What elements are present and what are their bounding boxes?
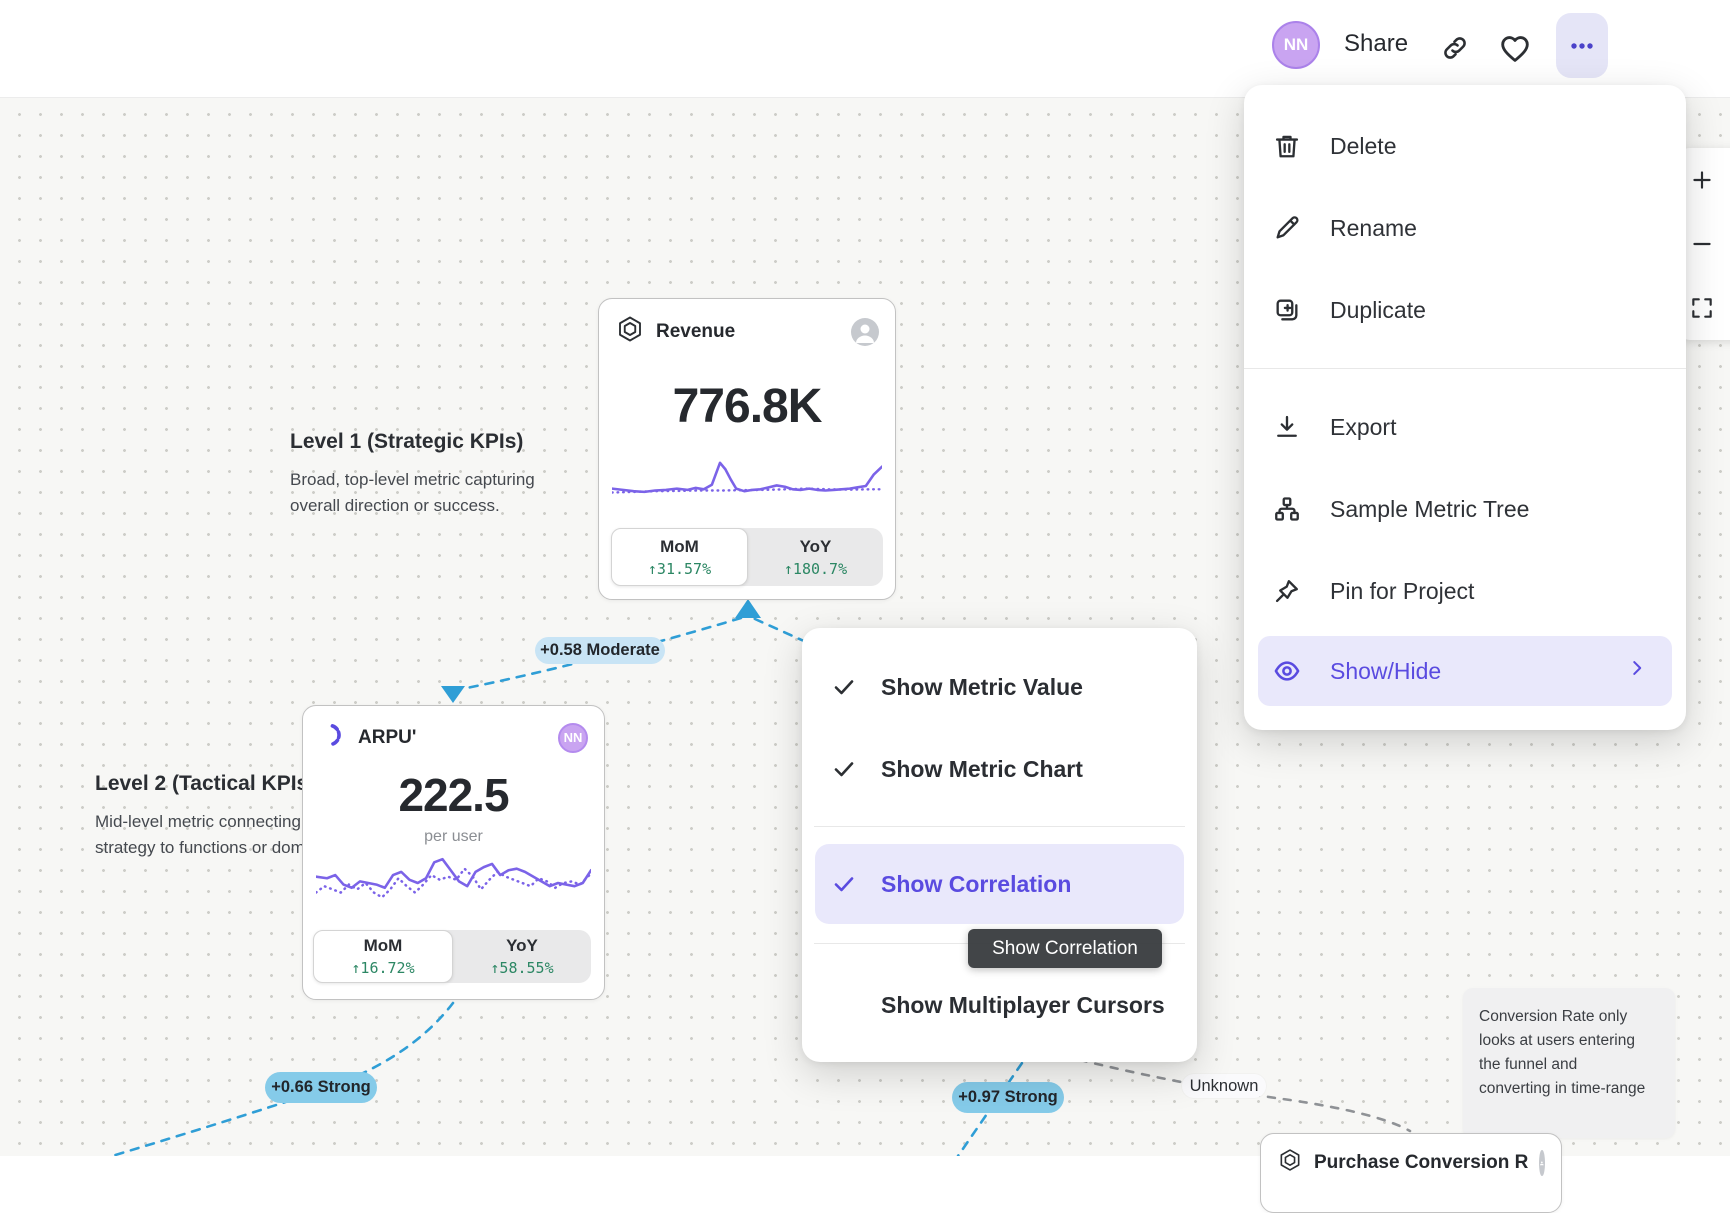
chevron-right-icon [1626,657,1648,685]
menu-label-rename: Rename [1330,214,1417,241]
submenu-item-show-metric-value[interactable]: Show Metric Value [802,646,1197,728]
menu-label-delete: Delete [1330,132,1397,159]
arpu-value: 222.5 [398,769,509,821]
submenu-label-show-multiplayer-cursors: Show Multiplayer Cursors [881,991,1165,1018]
topbar: NN Share [0,0,1730,98]
revenue-yoy-value: ↑180.7% [783,559,848,578]
check-icon [832,675,856,699]
menu-item-delete[interactable]: Delete [1244,105,1686,187]
arpu-card-title: ARPU' [358,726,417,748]
menu-item-show-hide[interactable]: Show/Hide [1258,636,1672,706]
user-avatar[interactable]: NN [1272,21,1320,69]
level1-body: Broad, top-level metric capturing overal… [290,470,535,515]
correlation-badge-moderate[interactable]: +0.58 Moderate [535,637,665,664]
fit-view-button[interactable] [1689,295,1715,321]
arpu-yoy-label: YoY [506,936,538,955]
arpu-mom-label: MoM [363,936,403,955]
zoom-out-button[interactable] [1689,231,1715,257]
revenue-period-toggle: MoM ↑31.57% YoY ↑180.7% [611,528,883,586]
copy-link-button[interactable] [1440,33,1470,63]
annotation-level2: Level 2 (Tactical KPIs Mid-level metric … [95,772,335,860]
level2-body: Mid-level metric connecting strategy to … [95,812,315,857]
person-avatar-icon [1539,1149,1545,1176]
check-icon [832,757,856,781]
show-hide-submenu: Show Metric Value Show Metric Chart Show… [802,628,1197,1062]
arpu-toggle-mom[interactable]: MoM ↑16.72% [313,930,453,983]
menu-item-duplicate[interactable]: Duplicate [1244,269,1686,351]
purchase-card-header: Purchase Conversion R [1261,1134,1561,1178]
level2-title: Level 2 (Tactical KPIs [95,772,309,795]
person-avatar-icon [851,317,879,346]
canvas-note[interactable]: Conversion Rate only looks at users ente… [1463,988,1675,1138]
submenu-item-show-multiplayer-cursors[interactable]: Show Multiplayer Cursors [802,964,1197,1046]
zoom-in-button[interactable] [1689,167,1715,193]
hexagon-metric-icon [615,314,645,349]
metric-card-purchase-conversion[interactable]: Purchase Conversion R [1260,1133,1562,1213]
correlation-badge-strong-1[interactable]: +0.66 Strong [265,1072,377,1103]
menu-item-export[interactable]: Export [1244,386,1686,468]
eye-icon [1272,656,1302,686]
menu-label-duplicate: Duplicate [1330,296,1426,323]
download-icon [1272,412,1302,442]
revenue-toggle-yoy[interactable]: YoY ↑180.7% [748,528,883,586]
arpu-mom-value: ↑16.72% [351,959,415,977]
revenue-yoy-label: YoY [799,536,832,556]
revenue-mom-label: MoM [660,536,699,556]
revenue-mom-value: ↑31.57% [647,559,712,578]
show-correlation-tooltip: Show Correlation [968,929,1162,968]
annotation-level1: Level 1 (Strategic KPIs) Broad, top-leve… [290,430,570,518]
menu-divider [1244,368,1686,369]
menu-item-pin-for-project[interactable]: Pin for Project [1244,550,1686,632]
submenu-label-show-metric-value: Show Metric Value [881,673,1083,700]
arpu-card-header: ARPU' NN [303,706,604,754]
correlation-badge-strong-2[interactable]: +0.97 Strong [952,1082,1064,1113]
menu-label-sample-metric-tree: Sample Metric Tree [1330,495,1530,522]
share-button[interactable]: Share [1344,30,1409,57]
revenue-value: 776.8K [672,380,823,433]
submenu-item-show-correlation[interactable]: Show Correlation [815,844,1184,924]
pin-icon [1272,576,1302,606]
arpu-yoy-value: ↑58.55% [490,959,554,977]
heart-icon [1501,36,1529,62]
submenu-divider [814,826,1185,827]
revenue-sparkline [612,451,882,503]
level1-title: Level 1 (Strategic KPIs) [290,430,524,453]
purchase-card-title: Purchase Conversion R [1314,1151,1529,1173]
nn-avatar-small: NN [558,722,588,753]
arpu-period-toggle: MoM ↑16.72% YoY ↑58.55% [313,930,591,983]
correlation-badge-unknown[interactable]: Unknown [1182,1074,1266,1098]
arpu-sparkline [316,851,591,915]
arpu-unit: per user [424,828,483,845]
menu-item-rename[interactable]: Rename [1244,187,1686,269]
link-icon [1444,37,1466,59]
duplicate-icon [1272,295,1302,325]
crescent-metric-icon [319,721,347,754]
favorite-button[interactable] [1496,29,1534,67]
submenu-label-show-metric-chart: Show Metric Chart [881,755,1083,782]
trash-icon [1272,131,1302,161]
metric-card-arpu[interactable]: ARPU' NN 222.5 per user MoM ↑16.72% YoY … [302,705,605,1000]
pencil-icon [1272,213,1302,243]
menu-label-export: Export [1330,413,1397,440]
context-menu: Delete Rename Duplicate Export Sample Me… [1244,85,1686,730]
arpu-toggle-yoy[interactable]: YoY ↑58.55% [453,930,591,983]
submenu-item-show-metric-chart[interactable]: Show Metric Chart [802,728,1197,810]
revenue-card-title: Revenue [656,320,736,342]
metric-tree-icon [1272,494,1302,524]
metric-card-revenue[interactable]: Revenue 776.8K MoM ↑31.57% YoY ↑180.7% [598,298,896,600]
ellipsis-icon [1571,42,1593,49]
revenue-toggle-mom[interactable]: MoM ↑31.57% [611,528,748,586]
hexagon-metric-icon [1277,1147,1303,1178]
menu-label-show-hide: Show/Hide [1330,657,1442,684]
menu-label-pin-for-project: Pin for Project [1330,577,1475,604]
more-options-button[interactable] [1556,13,1608,78]
menu-item-sample-metric-tree[interactable]: Sample Metric Tree [1244,468,1686,550]
check-icon [832,872,856,896]
revenue-card-header: Revenue [599,299,895,349]
submenu-label-show-correlation: Show Correlation [881,870,1072,897]
